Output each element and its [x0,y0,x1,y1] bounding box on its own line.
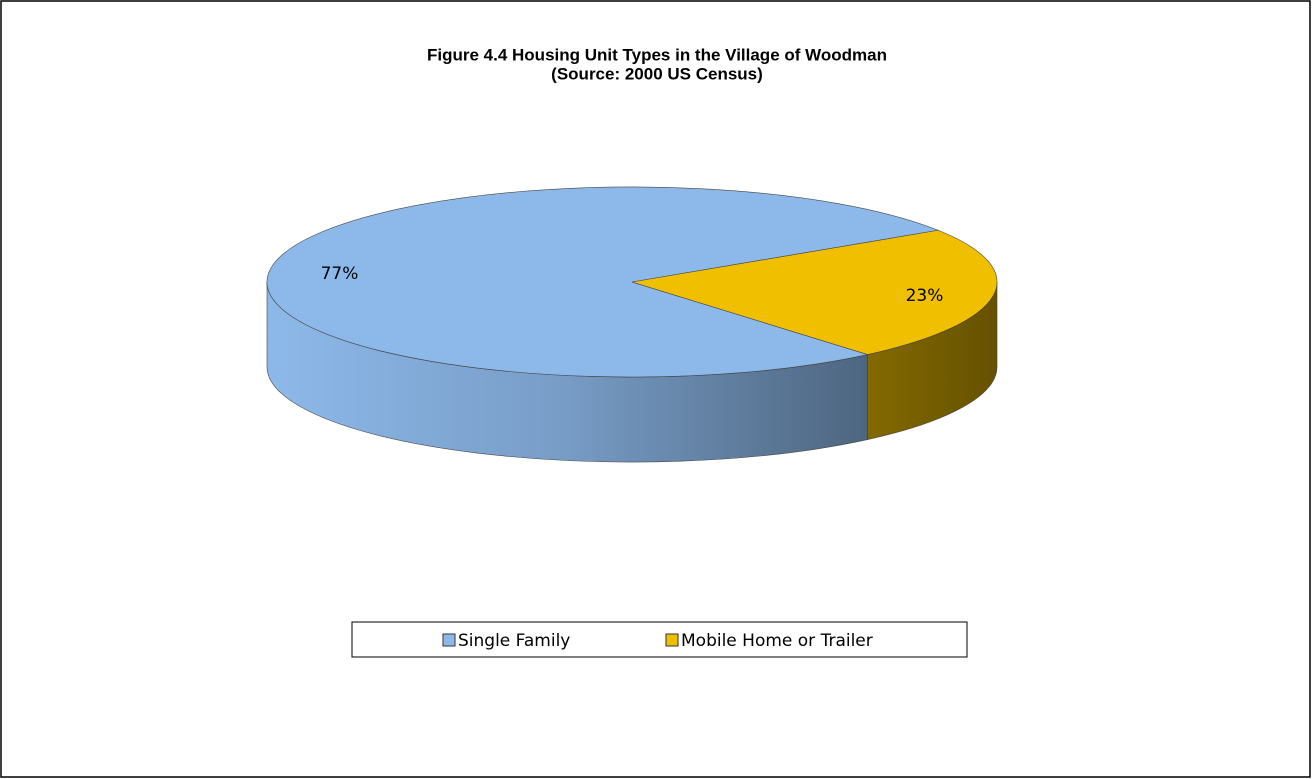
data-label: 23% [906,286,944,306]
legend-swatch [442,633,456,647]
slice [631,229,998,355]
data-label: 77% [321,264,359,284]
chart-title: Figure 4.4 Housing Unit Types in the Vil… [427,45,887,64]
chart-subtitle: (Source: 2000 US Census) [551,64,763,83]
slice [266,186,940,378]
legend-label: Single Family [458,631,570,651]
legend-label: Mobile Home or Trailer [681,631,873,651]
legend-swatch [665,633,679,647]
